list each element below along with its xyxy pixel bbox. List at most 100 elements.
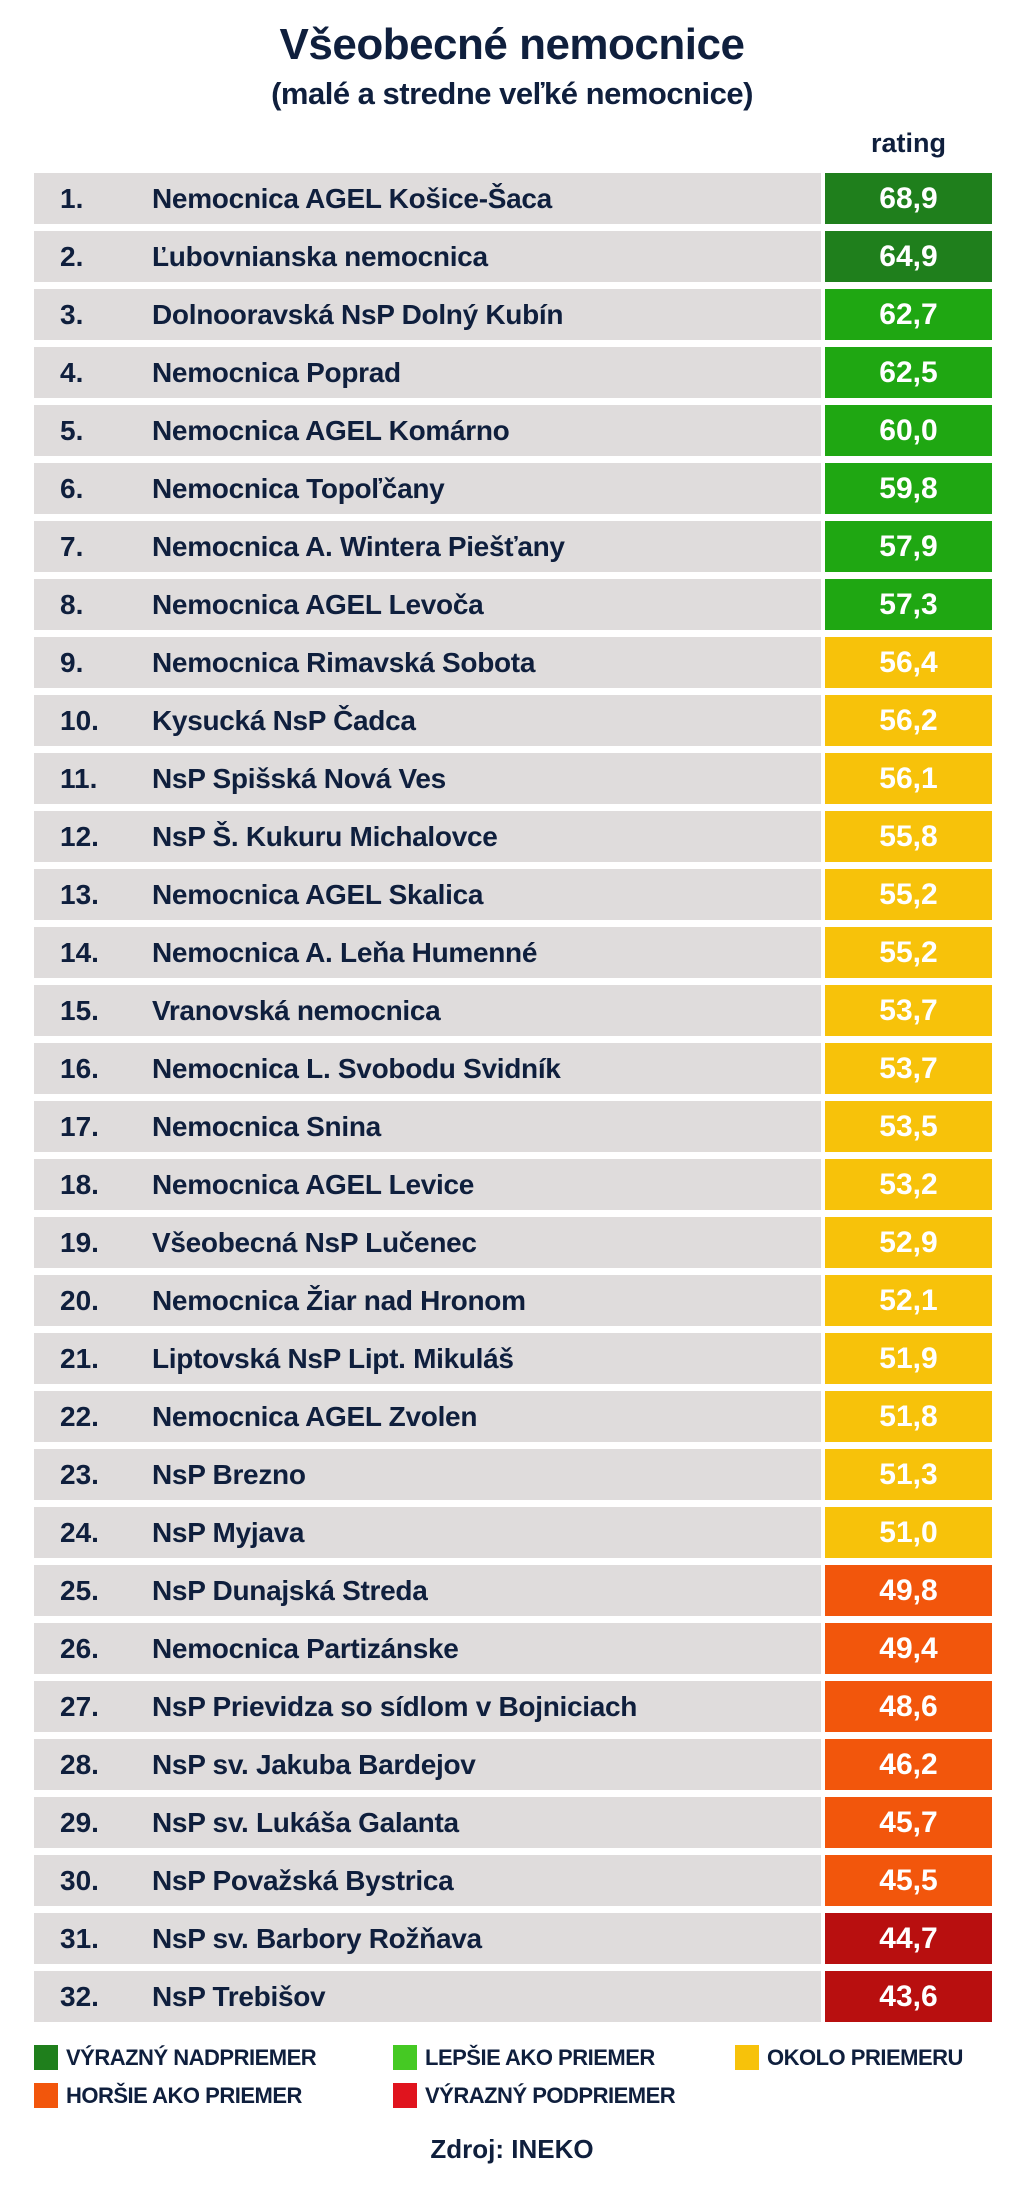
table-row: 26. Nemocnica Partizánske 49,4	[34, 1623, 992, 1674]
hospital-name: Nemocnica AGEL Zvolen	[152, 1401, 478, 1432]
rank-label: 2.	[60, 241, 84, 272]
rank-label: 29.	[60, 1807, 99, 1838]
hospital-name: Nemocnica Žiar nad Hronom	[152, 1285, 526, 1316]
rating-bar: 62,7	[825, 289, 992, 340]
hospital-cell: 32. NsP Trebišov	[34, 1971, 821, 2022]
hospital-name: Nemocnica Partizánske	[152, 1633, 459, 1664]
hospital-cell: 9. Nemocnica Rimavská Sobota	[34, 637, 821, 688]
table-row: 20. Nemocnica Žiar nad Hronom 52,1	[34, 1275, 992, 1326]
hospital-name: Dolnooravská NsP Dolný Kubín	[152, 299, 564, 330]
rank-label: 23.	[60, 1459, 99, 1490]
table-row: 14. Nemocnica A. Leňa Humenné 55,2	[34, 927, 992, 978]
hospital-name: NsP Myjava	[152, 1517, 305, 1548]
hospital-cell: 14. Nemocnica A. Leňa Humenné	[34, 927, 821, 978]
legend-swatch	[34, 2045, 58, 2070]
hospital-name: NsP Prievidza so sídlom v Bojniciach	[152, 1691, 638, 1722]
hospital-cell: 13. Nemocnica AGEL Skalica	[34, 869, 821, 920]
rank-label: 30.	[60, 1865, 99, 1896]
rating-bar: 52,9	[825, 1217, 992, 1268]
rating-bar: 45,7	[825, 1797, 992, 1848]
legend-item-very-above: VÝRAZNÝ NADPRIEMER	[34, 2045, 317, 2070]
hospital-cell: 28. NsP sv. Jakuba Bardejov	[34, 1739, 821, 1790]
hospital-name: Nemocnica Snina	[152, 1111, 381, 1142]
hospital-name: NsP Dunajská Streda	[152, 1575, 428, 1606]
hospital-name: Liptovská NsP Lipt. Mikuláš	[152, 1343, 514, 1374]
hospital-name: Nemocnica L. Svobodu Svidník	[152, 1053, 561, 1084]
legend-swatch	[735, 2045, 759, 2070]
hospital-name: NsP sv. Lukáša Galanta	[152, 1807, 459, 1838]
rating-bar: 46,2	[825, 1739, 992, 1790]
table-row: 10. Kysucká NsP Čadca 56,2	[34, 695, 992, 746]
legend-item-below: HORŠIE AKO PRIEMER	[34, 2083, 302, 2108]
rating-bar: 56,4	[825, 637, 992, 688]
hospital-cell: 18. Nemocnica AGEL Levice	[34, 1159, 821, 1210]
legend-label: OKOLO PRIEMERU	[767, 2044, 963, 2070]
rank-label: 31.	[60, 1923, 99, 1954]
table-row: 31. NsP sv. Barbory Rožňava 44,7	[34, 1913, 992, 1964]
hospital-name: Nemocnica Poprad	[152, 357, 401, 388]
table-row: 1. Nemocnica AGEL Košice-Šaca 68,9	[34, 173, 992, 224]
hospital-cell: 17. Nemocnica Snina	[34, 1101, 821, 1152]
hospital-cell: 21. Liptovská NsP Lipt. Mikuláš	[34, 1333, 821, 1384]
table-row: 18. Nemocnica AGEL Levice 53,2	[34, 1159, 992, 1210]
rating-bar: 68,9	[825, 173, 992, 224]
rating-bar: 55,2	[825, 927, 992, 978]
rating-bar: 57,3	[825, 579, 992, 630]
rank-label: 9.	[60, 647, 84, 678]
hospital-cell: 11. NsP Spišská Nová Ves	[34, 753, 821, 804]
rank-label: 11.	[60, 763, 98, 794]
legend-label: VÝRAZNÝ PODPRIEMER	[425, 2082, 676, 2108]
rank-label: 10.	[60, 705, 99, 736]
rank-label: 32.	[60, 1981, 99, 2012]
rating-bar: 44,7	[825, 1913, 992, 1964]
rank-label: 28.	[60, 1749, 99, 1780]
table-row: 27. NsP Prievidza so sídlom v Bojniciach 4…	[34, 1681, 992, 1732]
hospital-cell: 2. Ľubovnianska nemocnica	[34, 231, 821, 282]
hospital-cell: 23. NsP Brezno	[34, 1449, 821, 1500]
hospital-name: Nemocnica Topoľčany	[152, 473, 445, 504]
rank-label: 25.	[60, 1575, 99, 1606]
hospital-name: Nemocnica AGEL Levice	[152, 1169, 475, 1200]
rating-bar: 57,9	[825, 521, 992, 572]
hospital-cell: 25. NsP Dunajská Streda	[34, 1565, 821, 1616]
hospital-cell: 24. NsP Myjava	[34, 1507, 821, 1558]
rank-label: 13.	[60, 879, 99, 910]
rating-bar: 59,8	[825, 463, 992, 514]
table-row: 23. NsP Brezno 51,3	[34, 1449, 992, 1500]
rank-label: 27.	[60, 1691, 99, 1722]
legend-swatch	[34, 2083, 58, 2108]
hospital-name: Nemocnica AGEL Košice-Šaca	[152, 183, 552, 214]
rank-label: 17.	[60, 1111, 99, 1142]
hospital-cell: 4. Nemocnica Poprad	[34, 347, 821, 398]
rating-bar: 55,2	[825, 869, 992, 920]
table-row: 6. Nemocnica Topoľčany 59,8	[34, 463, 992, 514]
table-row: 16. Nemocnica L. Svobodu Svidník 53,7	[34, 1043, 992, 1094]
hospital-cell: 22. Nemocnica AGEL Zvolen	[34, 1391, 821, 1442]
table-row: 5. Nemocnica AGEL Komárno 60,0	[34, 405, 992, 456]
legend-label: LEPŠIE AKO PRIEMER	[425, 2044, 655, 2070]
rank-label: 7.	[60, 531, 84, 562]
chart-subtitle: (malé a stredne veľké nemocnice)	[271, 76, 753, 111]
rank-label: 26.	[60, 1633, 99, 1664]
hospital-cell: 8. Nemocnica AGEL Levoča	[34, 579, 821, 630]
hospital-name: NsP Považská Bystrica	[152, 1865, 454, 1896]
hospital-cell: 19. Všeobecná NsP Lučenec	[34, 1217, 821, 1268]
table-row: 12. NsP Š. Kukuru Michalovce 55,8	[34, 811, 992, 862]
rating-column-header: rating	[870, 128, 946, 158]
hospital-cell: 29. NsP sv. Lukáša Galanta	[34, 1797, 821, 1848]
source-note: Zdroj: INEKO	[430, 2134, 594, 2164]
table-row: 32. NsP Trebišov 43,6	[34, 1971, 992, 2022]
table-row: 11. NsP Spišská Nová Ves 56,1	[34, 753, 992, 804]
table-row: 4. Nemocnica Poprad 62,5	[34, 347, 992, 398]
table-row: 19. Všeobecná NsP Lučenec 52,9	[34, 1217, 992, 1268]
hospital-name: NsP Spišská Nová Ves	[152, 763, 446, 794]
table-row: 28. NsP sv. Jakuba Bardejov 46,2	[34, 1739, 992, 1790]
hospital-cell: 26. Nemocnica Partizánske	[34, 1623, 821, 1674]
hospital-cell: 30. NsP Považská Bystrica	[34, 1855, 821, 1906]
hospital-cell: 15. Vranovská nemocnica	[34, 985, 821, 1036]
rank-label: 1.	[60, 183, 84, 214]
hospital-cell: 3. Dolnooravská NsP Dolný Kubín	[34, 289, 821, 340]
hospital-name: Všeobecná NsP Lučenec	[152, 1227, 477, 1258]
rating-bar: 52,1	[825, 1275, 992, 1326]
table-row: 21. Liptovská NsP Lipt. Mikuláš 51,9	[34, 1333, 992, 1384]
